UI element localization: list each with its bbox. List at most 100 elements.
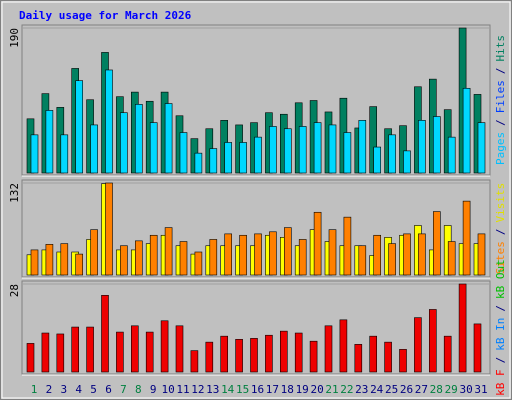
bar <box>414 317 422 373</box>
bar <box>403 233 411 276</box>
bar <box>324 325 333 373</box>
bar <box>194 251 203 276</box>
bar <box>90 229 98 276</box>
x-tick-label: 4 <box>75 383 82 396</box>
bar <box>313 211 322 276</box>
x-tick-label: 31 <box>474 383 487 396</box>
x-tick-label: 7 <box>120 383 127 396</box>
bar <box>190 350 199 373</box>
x-tick-label: 15 <box>236 383 249 396</box>
bar <box>239 234 247 276</box>
x-tick-label: 27 <box>415 383 428 396</box>
bar <box>358 245 367 276</box>
x-tick-label: 28 <box>430 383 443 396</box>
bar <box>164 103 173 174</box>
bar <box>477 122 486 174</box>
bar <box>298 239 307 276</box>
bar <box>224 233 232 276</box>
bar <box>194 152 203 174</box>
axis-label-part: kB Out <box>494 259 507 299</box>
bar <box>250 338 258 373</box>
axis-label-part: kB In <box>494 318 507 351</box>
bar <box>41 332 50 373</box>
bar <box>269 231 277 276</box>
bar <box>443 335 452 373</box>
bar <box>135 240 143 276</box>
bar <box>220 335 228 373</box>
bar <box>30 249 39 276</box>
bar <box>279 330 288 373</box>
bar <box>309 340 318 373</box>
x-tick-label: 25 <box>385 383 398 396</box>
bar <box>388 243 396 276</box>
bar <box>45 244 54 276</box>
bar <box>135 104 143 174</box>
bar <box>428 309 437 373</box>
axis-label-part: / <box>494 305 507 312</box>
axis-label: Pages / Files / Hits <box>494 35 507 165</box>
bar <box>369 335 378 373</box>
bar <box>447 241 456 276</box>
bar <box>447 136 456 174</box>
bar <box>209 148 218 174</box>
y-tick-label: 190 <box>8 28 21 48</box>
bar <box>254 136 262 174</box>
bar <box>458 283 467 373</box>
x-tick-label: 20 <box>310 383 323 396</box>
bar <box>373 146 382 174</box>
x-tick-label: 9 <box>150 383 157 396</box>
bar <box>358 120 367 174</box>
axis-label-part: / <box>494 229 507 236</box>
x-tick-label: 29 <box>445 383 458 396</box>
bar <box>462 87 471 174</box>
y-tick-label: 132 <box>8 183 21 203</box>
axis-label-part: / <box>494 119 507 126</box>
axis-label-part: Pages <box>494 132 507 165</box>
bar <box>179 132 188 174</box>
x-tick-label: 30 <box>459 383 472 396</box>
bar <box>164 227 173 276</box>
x-tick-label: 26 <box>400 383 413 396</box>
bar <box>60 243 69 276</box>
axis-label-part: Visits <box>494 183 507 223</box>
bar <box>75 253 83 276</box>
bar <box>86 326 94 373</box>
bar <box>399 349 407 373</box>
bar <box>343 132 352 174</box>
x-tick-label: 22 <box>340 383 353 396</box>
bar <box>149 234 158 276</box>
bar <box>354 344 363 373</box>
x-tick-label: 3 <box>60 383 67 396</box>
bar <box>432 116 441 174</box>
bar <box>283 227 292 276</box>
panel-frame <box>21 24 491 176</box>
x-tick-label: 18 <box>281 383 294 396</box>
bar <box>339 319 348 373</box>
bar <box>239 142 247 174</box>
bar <box>160 320 169 373</box>
bar <box>26 343 35 373</box>
axis-label-part: kB F <box>494 369 507 396</box>
x-tick-label: 8 <box>135 383 142 396</box>
bar <box>432 211 441 276</box>
x-tick-label: 6 <box>105 383 112 396</box>
x-tick-label: 23 <box>355 383 368 396</box>
bar <box>224 142 232 174</box>
bar <box>45 110 54 174</box>
y-tick-label: 28 <box>8 284 21 297</box>
bar <box>328 229 337 276</box>
axis-label: kB F / kB In / kB Out <box>494 259 507 396</box>
bar <box>388 134 396 174</box>
x-tick-label: 11 <box>176 383 189 396</box>
axis-label-part: / <box>494 357 507 364</box>
bar <box>179 241 188 276</box>
bar <box>313 122 322 174</box>
bar <box>283 128 292 174</box>
bar <box>369 106 378 174</box>
bar <box>75 80 83 174</box>
bar <box>477 233 486 276</box>
bar <box>175 325 184 373</box>
bar <box>56 333 65 373</box>
